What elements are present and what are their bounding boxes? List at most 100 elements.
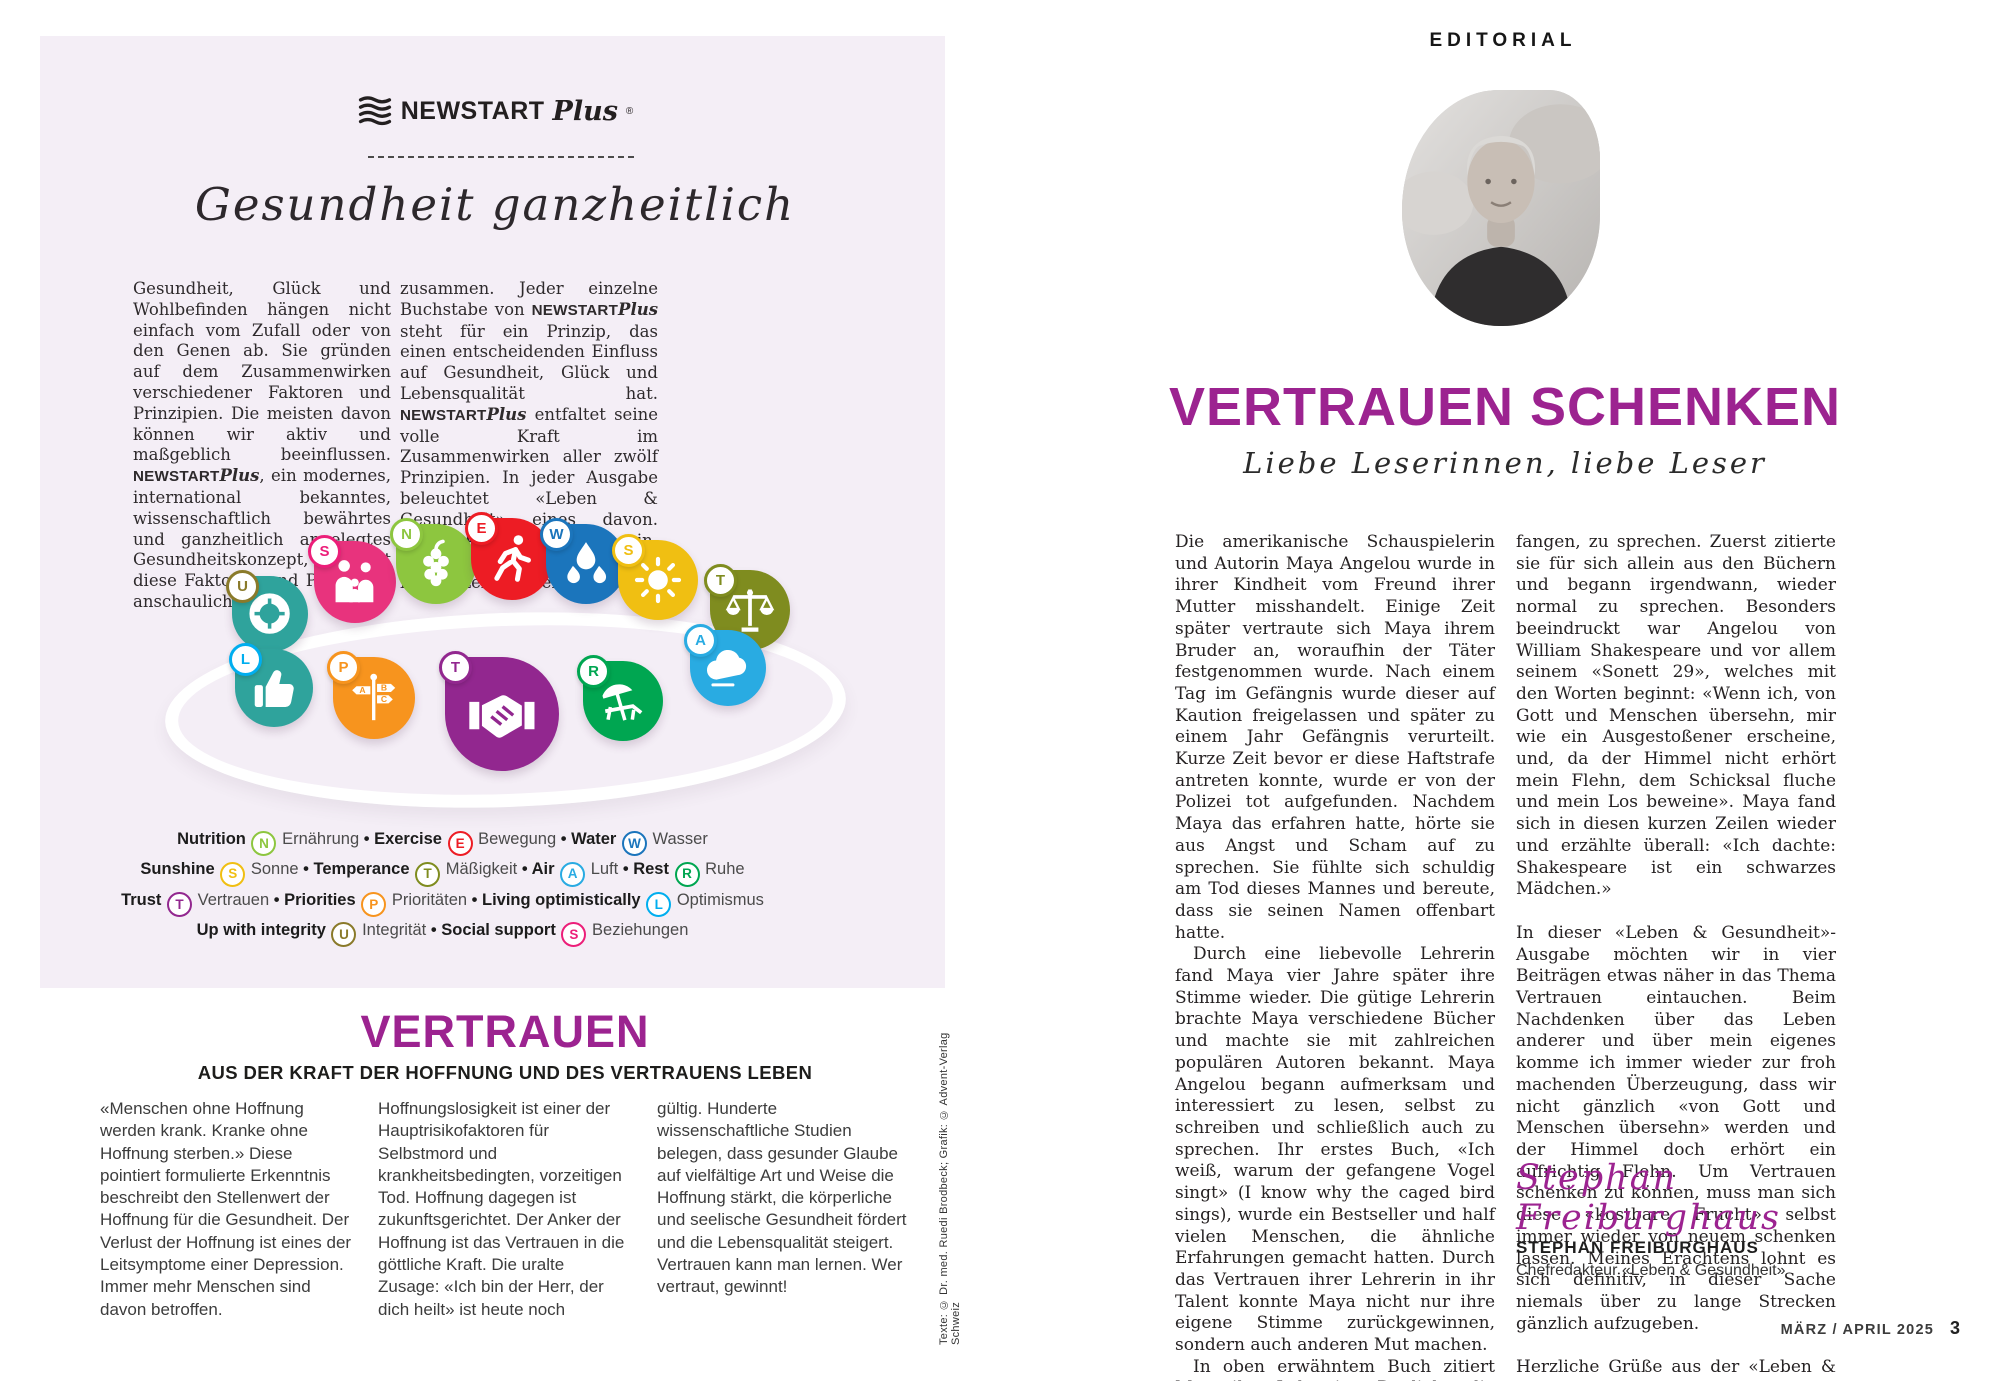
letter-badge-T: T (704, 564, 737, 597)
newstartplus-wordmark: NewstartPlus (531, 299, 658, 319)
legend-term-en: Temperance (313, 860, 410, 879)
script-headline: Gesundheit ganzheitlich (194, 178, 796, 231)
legend-term-de: Sonne (250, 860, 299, 879)
letter-badge-S: S (220, 861, 246, 887)
letter-badge-R: R (674, 861, 700, 887)
letter-badge-E: E (465, 512, 498, 545)
vertrauen-column-3: gültig. Hunderte wissenschaftliche Studi… (657, 1099, 907, 1297)
legend-line: Nutrition N Ernährung • Exercise E Beweg… (120, 826, 765, 857)
legend-separator: • (517, 860, 532, 879)
editorial-column-2: fangen, zu sprechen. Zuerst zitierte sie… (1516, 532, 1836, 1381)
page-footer: MÄRZ / APRIL 2025 3 (1640, 1318, 1960, 1339)
legend-separator: • (269, 890, 285, 909)
editorial-script-subtitle: Liebe Leserinnen, liebe Leser (1243, 446, 1767, 480)
letter-badge-U: U (226, 570, 259, 603)
letter-badge-S: S (561, 922, 587, 947)
newstartplus-wordmark: NewstartPlus (400, 404, 527, 424)
legend-separator: • (298, 860, 314, 879)
legend-term-de: Mäßigkeit (445, 860, 518, 879)
letter-badge-E: E (447, 831, 473, 857)
legend-term-de: Ruhe (705, 860, 745, 879)
infographic-thumbs-up-icon: L (229, 643, 313, 727)
legend-term-en: Air (531, 860, 555, 879)
newstartplus-logo: Newstart Plus ® (330, 88, 660, 134)
paragraph: In dieser «Leben & Gesundheit»-Ausgabe m… (1516, 922, 1836, 1334)
letter-badge-T: T (439, 651, 472, 684)
letter-badge-U: U (331, 922, 357, 947)
legend-separator: • (426, 920, 442, 939)
infographic-water-drops-icon: W (540, 518, 626, 604)
legend-separator: • (556, 830, 572, 848)
editorial-column-1: Die amerikanische Schauspielerin und Aut… (1175, 532, 1495, 1381)
legend-term-de: Optimismus (676, 890, 764, 909)
legend-term-en: Living optimistically (482, 890, 641, 909)
legend-line: Trust T Vertrauen • Priorities P Priorit… (120, 887, 765, 917)
paragraph: Herzliche Grüße aus der «Leben & Gesundh… (1516, 1357, 1836, 1381)
legend-term-en: Priorities (284, 890, 356, 909)
legend-term-en: Nutrition (177, 830, 246, 848)
letter-badge-S: S (612, 534, 645, 567)
letter-badge-R: R (577, 655, 610, 688)
letter-badge-L: L (229, 643, 262, 676)
letter-badge-W: W (621, 831, 647, 857)
legend-line: Up with integrity U Integrität • Social … (120, 917, 765, 947)
infographic-runner-icon: E (465, 512, 553, 600)
principles-legend: Nutrition N Ernährung • Exercise E Beweg… (120, 826, 765, 947)
legend-separator: • (618, 860, 634, 879)
letter-badge-N: N (390, 518, 423, 551)
legend-term-en: Trust (121, 890, 162, 909)
author-name: STEPHAN FREIBURGHAUS (1516, 1238, 1759, 1257)
legend-term-en: Water (571, 830, 617, 848)
author-role: Chefredakteur «Leben & Gesundheit» (1516, 1262, 1786, 1279)
letter-badge-T: T (415, 861, 441, 887)
vertrauen-column-1: «Menschen ohne Hoffnung werden krank. Kr… (100, 1099, 352, 1319)
letter-badge-L: L (646, 891, 672, 917)
infographic-grapes-icon: N (390, 518, 476, 604)
svg-text:B: B (381, 683, 387, 693)
portrait-illustration (1402, 90, 1600, 326)
svg-text:C: C (381, 694, 387, 704)
page-number: 3 (1949, 1318, 1960, 1338)
legend-term-en: Rest (633, 860, 669, 879)
letter-badge-P: P (327, 651, 360, 684)
svg-text:A: A (360, 685, 366, 695)
infographic-lifebuoy-icon: U (226, 570, 308, 652)
logo-wordmark-bold: Newstart (400, 96, 545, 125)
letter-badge-N: N (251, 831, 277, 857)
letter-badge-T: T (167, 891, 193, 917)
editorial-title: VERTRAUEN SCHENKEN (1168, 377, 1842, 437)
newstartplus-wordmark: NewstartPlus (133, 466, 260, 486)
infographic-beach-rest-icon: R (577, 655, 663, 741)
legend-term-en: Up with integrity (196, 920, 326, 939)
dashed-divider (368, 156, 634, 158)
paragraph: In oben erwähntem Buch zitiert Maya ihre… (1175, 1356, 1495, 1381)
legend-term-en: Social support (441, 920, 556, 939)
infographic-cloud-icon: A (684, 624, 766, 706)
legend-term-de: Ernährung (282, 830, 360, 848)
letter-badge-P: P (361, 891, 387, 917)
legend-term-de: Beziehungen (592, 920, 689, 939)
registered-mark: ® (625, 105, 634, 117)
legend-line: Sunshine S Sonne • Temperance T Mäßigkei… (120, 856, 765, 887)
vertrauen-column-2: Hoffnungslosigkeit ist einer der Hauptri… (378, 1099, 625, 1319)
legend-separator: • (467, 890, 482, 909)
infographic-handshake-icon: T (439, 651, 559, 771)
paragraph: Die amerikanische Schauspielerin und Aut… (1175, 532, 1495, 943)
letter-badge-W: W (540, 518, 573, 551)
legend-term-de: Integrität (362, 920, 427, 939)
vertrauen-title: VERTRAUEN (360, 1006, 650, 1057)
paragraph: fangen, zu sprechen. Zuerst zitierte sie… (1516, 532, 1836, 900)
credit-vertical-text: Texte: © Dr. med. Ruedi Brodbeck; Grafik… (938, 1032, 962, 1345)
infographic-family-icon: S (308, 535, 396, 623)
legend-term-en: Sunshine (140, 860, 215, 879)
editor-portrait-photo (1402, 90, 1600, 326)
legend-term-de: Luft (590, 860, 619, 879)
editorial-kicker: EDITORIAL (1429, 30, 1577, 51)
legend-term-en: Exercise (374, 830, 442, 848)
legend-term-de: Bewegung (478, 830, 557, 848)
paragraph: Durch eine liebevolle Lehrerin fand Maya… (1175, 944, 1495, 1356)
letter-badge-A: A (560, 861, 586, 887)
legend-separator: • (359, 830, 375, 848)
